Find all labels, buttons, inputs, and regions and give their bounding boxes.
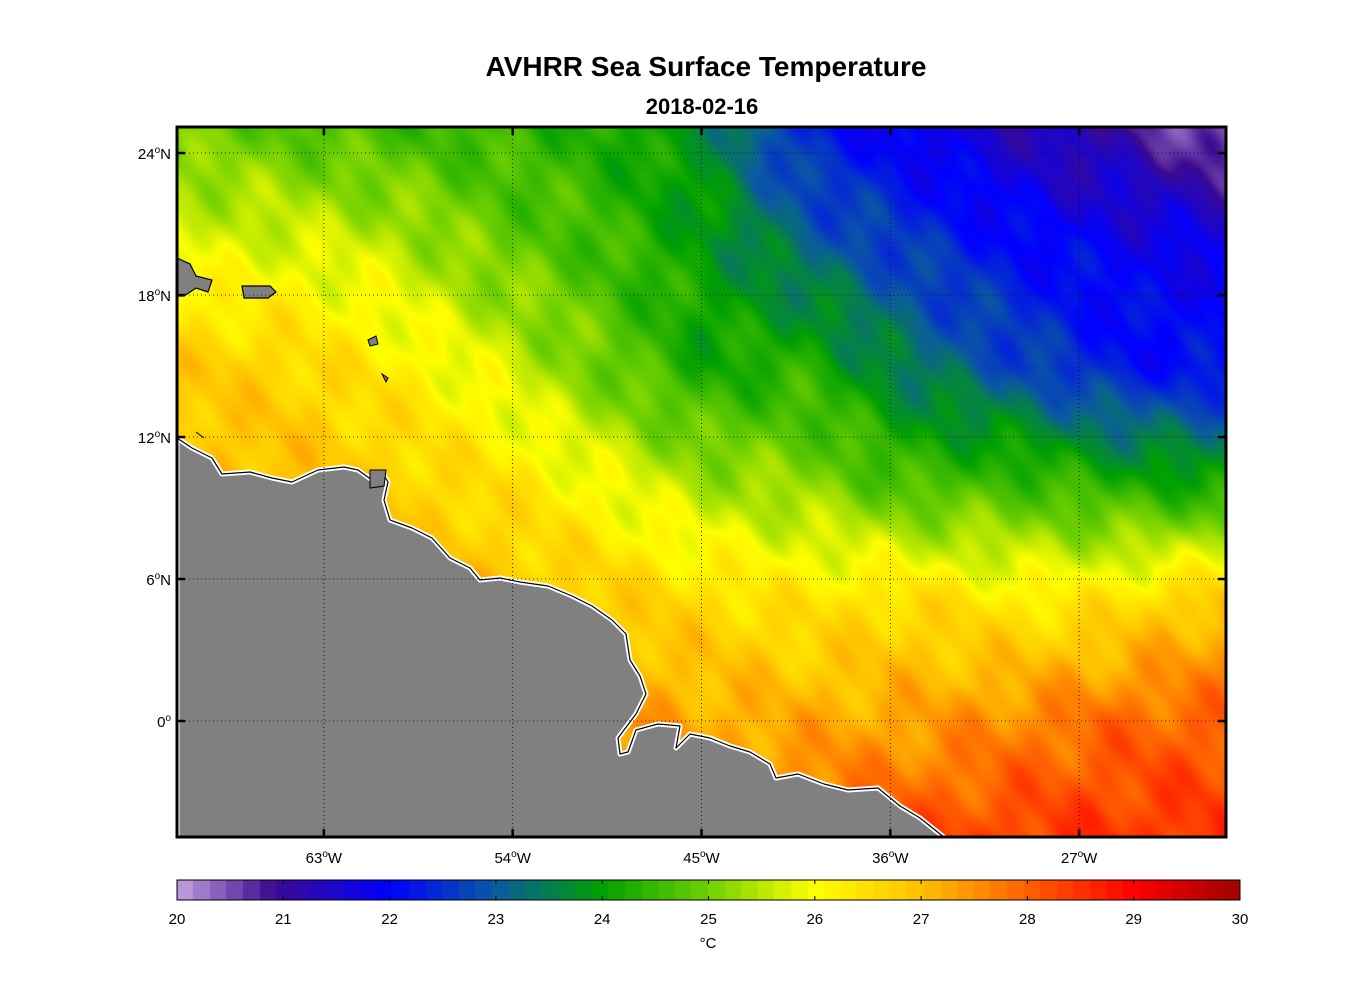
colorbar-gradient (177, 880, 1240, 900)
colorbar: 20 21 22 23 24 25 26 27 28 29 30 °C (169, 879, 1249, 952)
cb-label-9: 29 (1125, 911, 1142, 928)
grenada-island (195, 431, 205, 439)
cb-label-3: 23 (488, 911, 505, 928)
colorbar-ticks: 20 21 22 23 24 25 26 27 28 29 30 (169, 880, 1249, 928)
martinique-island (380, 372, 389, 384)
lon-label-2: 45oW (683, 849, 720, 867)
lat-label-1: 18oN (138, 287, 171, 305)
land-layer (177, 257, 948, 837)
guadeloupe-island (367, 335, 379, 347)
cb-label-7: 27 (913, 911, 930, 928)
cb-label-0: 20 (169, 911, 186, 928)
chart-title: AVHRR Sea Surface Temperature (486, 51, 927, 82)
latitude-labels: 24oN 18oN 12oN 6oN 0o (138, 145, 172, 731)
lat-label-4: 0o (157, 713, 171, 731)
cb-label-8: 28 (1019, 911, 1036, 928)
lon-label-4: 27oW (1061, 849, 1098, 867)
south-america-coastline (177, 437, 945, 837)
cb-label-10: 30 (1232, 911, 1249, 928)
lat-label-3: 6oN (146, 571, 171, 589)
lat-label-0: 24oN (138, 145, 171, 163)
cb-label-2: 22 (381, 911, 398, 928)
trinidad-land (369, 469, 387, 489)
lon-label-1: 54oW (494, 849, 531, 867)
lon-label-0: 63oW (306, 849, 343, 867)
map-gridlines (177, 127, 1226, 837)
colorbar-field (177, 880, 1240, 900)
cb-label-5: 25 (700, 911, 717, 928)
lat-label-2: 12oN (138, 429, 171, 447)
cb-label-4: 24 (594, 911, 611, 928)
puerto-rico-land (241, 285, 277, 299)
map-frame (175, 125, 1228, 839)
chart-subtitle: 2018-02-16 (646, 94, 759, 119)
cb-label-6: 26 (806, 911, 823, 928)
colorbar-unit-label: °C (700, 935, 717, 952)
map-area (175, 125, 1228, 839)
longitude-labels: 63oW 54oW 45oW 36oW 27oW (306, 849, 1099, 867)
lon-label-3: 36oW (872, 849, 909, 867)
cb-label-1: 21 (275, 911, 292, 928)
